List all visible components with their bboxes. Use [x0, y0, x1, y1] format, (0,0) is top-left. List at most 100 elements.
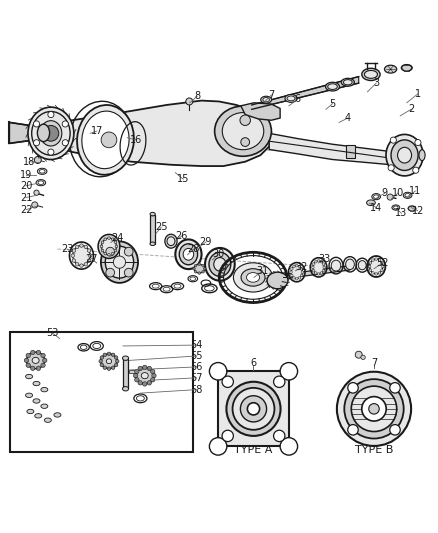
Circle shape [138, 381, 142, 385]
Text: 3: 3 [373, 78, 379, 88]
Circle shape [247, 403, 260, 415]
Circle shape [100, 363, 103, 367]
Circle shape [106, 247, 115, 256]
Circle shape [194, 264, 197, 267]
Ellipse shape [370, 259, 383, 274]
Ellipse shape [82, 111, 129, 168]
Circle shape [84, 245, 88, 248]
Circle shape [151, 377, 155, 382]
Ellipse shape [343, 79, 352, 85]
Ellipse shape [150, 212, 155, 216]
Ellipse shape [194, 264, 205, 273]
Circle shape [80, 244, 83, 247]
Ellipse shape [41, 404, 48, 408]
Circle shape [42, 358, 47, 362]
Circle shape [114, 249, 117, 252]
Circle shape [368, 265, 371, 268]
Ellipse shape [331, 260, 341, 271]
Circle shape [43, 125, 59, 141]
Circle shape [36, 366, 41, 370]
Circle shape [295, 264, 298, 267]
Circle shape [314, 272, 317, 274]
Circle shape [322, 269, 325, 272]
Text: TYPE B: TYPE B [355, 445, 393, 455]
Text: 11: 11 [410, 186, 422, 196]
Ellipse shape [362, 68, 380, 80]
Ellipse shape [215, 106, 272, 156]
Circle shape [351, 386, 397, 432]
Text: 32: 32 [296, 262, 308, 272]
Text: 6: 6 [294, 94, 300, 104]
Circle shape [226, 382, 281, 436]
Circle shape [280, 362, 297, 380]
Circle shape [104, 238, 106, 240]
Circle shape [48, 111, 54, 118]
Circle shape [361, 355, 365, 359]
Ellipse shape [358, 261, 366, 270]
Ellipse shape [32, 357, 39, 364]
Circle shape [87, 259, 91, 262]
Ellipse shape [25, 374, 32, 379]
Circle shape [240, 115, 251, 125]
Ellipse shape [179, 244, 198, 265]
Circle shape [103, 366, 106, 369]
Ellipse shape [37, 124, 49, 142]
Circle shape [31, 366, 35, 370]
Ellipse shape [205, 248, 235, 281]
Circle shape [75, 263, 79, 266]
Circle shape [134, 377, 139, 382]
Circle shape [293, 265, 295, 268]
Bar [218, 372, 289, 446]
Text: 27: 27 [85, 254, 98, 264]
Circle shape [240, 395, 267, 422]
Ellipse shape [398, 147, 412, 163]
Text: 25: 25 [155, 222, 168, 232]
Circle shape [198, 272, 201, 274]
Ellipse shape [405, 193, 410, 197]
Ellipse shape [40, 120, 62, 146]
Circle shape [314, 261, 317, 263]
Circle shape [115, 245, 118, 248]
Circle shape [222, 376, 233, 387]
Circle shape [290, 274, 293, 277]
Ellipse shape [41, 387, 48, 392]
Ellipse shape [209, 252, 231, 276]
Ellipse shape [328, 84, 337, 90]
Circle shape [72, 259, 76, 262]
Polygon shape [269, 133, 392, 165]
Ellipse shape [77, 105, 134, 175]
Text: 55: 55 [190, 351, 202, 361]
Ellipse shape [346, 259, 354, 270]
Circle shape [111, 252, 114, 255]
Polygon shape [241, 103, 280, 120]
Ellipse shape [123, 386, 129, 391]
Ellipse shape [25, 393, 32, 398]
Circle shape [415, 140, 421, 146]
Text: 17: 17 [91, 126, 103, 136]
Ellipse shape [233, 263, 273, 292]
Circle shape [371, 272, 374, 274]
Ellipse shape [247, 272, 260, 282]
Text: 33: 33 [318, 254, 331, 264]
Ellipse shape [391, 140, 418, 171]
Circle shape [280, 438, 297, 455]
Circle shape [100, 245, 103, 248]
Circle shape [26, 353, 30, 358]
Circle shape [101, 249, 104, 252]
Circle shape [62, 140, 68, 146]
Circle shape [320, 272, 323, 274]
Circle shape [108, 253, 110, 256]
Circle shape [111, 366, 115, 369]
Circle shape [34, 157, 41, 164]
Ellipse shape [27, 409, 34, 414]
Polygon shape [252, 77, 359, 109]
Circle shape [362, 397, 386, 421]
Circle shape [32, 202, 38, 208]
Circle shape [147, 366, 152, 370]
Circle shape [134, 374, 138, 378]
Text: 23: 23 [61, 244, 73, 254]
Ellipse shape [167, 237, 175, 246]
Text: 20: 20 [20, 181, 32, 191]
Text: 24: 24 [112, 233, 124, 243]
Text: 52: 52 [377, 258, 389, 268]
